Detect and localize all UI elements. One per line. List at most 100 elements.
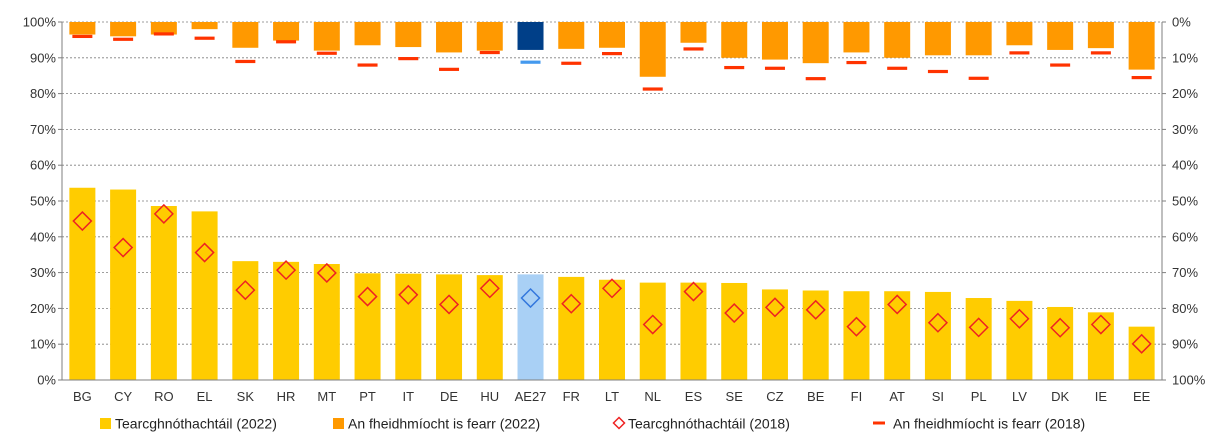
right-tick-label: 0% — [1172, 15, 1191, 30]
right-tick-label: 50% — [1172, 194, 1198, 209]
bar-underachievement-2022-ie — [1087, 312, 1114, 380]
category-label-it: IT — [403, 389, 415, 404]
bar-underachievement-2022-bg — [69, 187, 96, 380]
category-tick-labels: BG CY RO EL SK HR MT PT IT DE HU AE27 FR LT NL ES SE CZ BE… — [73, 389, 1151, 404]
bar-underachievement-2022-es — [680, 282, 707, 380]
left-tick-label: 90% — [30, 50, 56, 65]
left-tick-label: 50% — [30, 194, 56, 209]
bar-underachievement-2022-ro — [150, 206, 177, 380]
bar-top-performance-2022-fi — [843, 22, 870, 53]
bar-underachievement-2022-at — [884, 291, 911, 380]
category-label-ro: RO — [154, 389, 174, 404]
right-axis-tick-labels: 100% 90% 80% 70% 60% 50% 40% 30% 20% 10% 0% — [1172, 15, 1206, 388]
marker-top-performance-2018-be — [805, 77, 826, 81]
bar-underachievement-2022-lt — [599, 279, 625, 380]
category-label-nl: NL — [644, 389, 661, 404]
left-tick-label: 30% — [30, 265, 56, 280]
marker-top-performance-2018-bg — [72, 34, 93, 39]
bar-top-performance-2022-ee — [1128, 22, 1155, 70]
category-label-el: EL — [197, 389, 213, 404]
legend-item-underachievement-2018: Tearcghnóthachtáil (2018) — [612, 416, 790, 432]
bar-top-performance-2022-cy — [110, 22, 137, 37]
bar-top-performance-2022-mt — [313, 22, 340, 51]
marker-underachievement-2018-ro — [153, 203, 174, 224]
marker-underachievement-2018-nl — [642, 314, 663, 335]
legend-item-top-performance-2018: An fheidhmíocht is fearr (2018) — [873, 416, 1085, 432]
left-tick-label: 0% — [37, 373, 56, 388]
category-label-lt: LT — [605, 389, 619, 404]
marker-top-performance-2018-hr — [276, 40, 297, 44]
marker-top-performance-2018-hu — [479, 50, 500, 55]
axes — [61, 22, 1163, 381]
right-tick-label: 70% — [1172, 265, 1198, 280]
bar-top-performance-2022-hr — [273, 22, 300, 41]
top-performance-2022-bars — [69, 22, 1155, 77]
bar-underachievement-2022-se — [721, 282, 748, 380]
category-label-at: AT — [889, 389, 905, 404]
category-label-sk: SK — [237, 389, 255, 404]
marker-top-performance-2018-si — [927, 69, 948, 74]
bar-top-performance-2022-ae27 — [517, 22, 544, 50]
marker-top-performance-2018-se — [724, 65, 745, 70]
marker-underachievement-2018-ae27 — [520, 287, 541, 309]
category-label-ie: IE — [1095, 389, 1108, 404]
marker-top-performance-2018-sk — [235, 59, 256, 64]
bar-top-performance-2022-hu — [476, 22, 503, 51]
legend-label-underachievement-2018: Tearcghnóthachtáil (2018) — [628, 416, 790, 432]
bar-underachievement-2022-cz — [761, 289, 788, 380]
marker-underachievement-2018-pl — [968, 317, 989, 338]
marker-top-performance-2018-ae27 — [520, 60, 541, 64]
left-tick-label: 20% — [30, 301, 56, 316]
left-tick-label: 60% — [30, 158, 56, 173]
category-label-si: SI — [932, 389, 944, 404]
underachievement-2022-bars — [69, 187, 1155, 380]
right-tick-label: 40% — [1172, 158, 1198, 173]
right-tick-label: 20% — [1172, 86, 1198, 101]
marker-top-performance-2018-lt — [602, 52, 622, 56]
category-label-hu: HU — [480, 389, 499, 404]
marker-underachievement-2018-hr — [276, 260, 297, 281]
bar-underachievement-2022-cy — [110, 189, 137, 380]
underachievement-2018-markers — [72, 203, 1152, 354]
category-label-cz: CZ — [766, 389, 783, 404]
category-label-bg: BG — [73, 389, 92, 404]
marker-top-performance-2018-at — [887, 66, 908, 70]
bar-top-performance-2022-pt — [354, 22, 381, 46]
bar-top-performance-2022-it — [395, 22, 422, 48]
category-label-pl: PL — [971, 389, 987, 404]
marker-underachievement-2018-pt — [357, 286, 378, 307]
marker-underachievement-2018-lv — [1009, 308, 1030, 329]
legend-label-underachievement-2022: Tearcghnóthachtáil (2022) — [115, 416, 277, 432]
bar-top-performance-2022-dk — [1047, 22, 1074, 50]
legend-item-top-performance-2022: An fheidhmíocht is fearr (2022) — [333, 416, 540, 432]
marker-underachievement-2018-be — [805, 299, 826, 320]
marker-top-performance-2018-el — [194, 36, 215, 40]
category-label-cy: CY — [114, 389, 132, 404]
right-tick-label: 60% — [1172, 229, 1198, 244]
marker-top-performance-2018-it — [398, 57, 419, 61]
bar-underachievement-2022-pt — [354, 273, 381, 380]
marker-underachievement-2018-at — [887, 294, 908, 315]
marker-underachievement-2018-cy — [113, 237, 134, 258]
right-tick-label: 90% — [1172, 337, 1198, 352]
right-tick-label: 80% — [1172, 301, 1198, 316]
bar-top-performance-2022-nl — [639, 22, 666, 77]
legend-swatch-underachievement-2022 — [100, 418, 111, 429]
marker-top-performance-2018-es — [683, 47, 704, 51]
category-label-hr: HR — [277, 389, 296, 404]
marker-top-performance-2018-ie — [1090, 51, 1111, 55]
legend-dash-icon — [873, 421, 885, 425]
left-tick-label: 40% — [30, 229, 56, 244]
marker-underachievement-2018-el — [194, 242, 215, 263]
category-label-dk: DK — [1051, 389, 1069, 404]
legend-diamond-icon — [612, 416, 626, 430]
left-tick-label: 100% — [23, 15, 57, 30]
legend-label-top-performance-2018: An fheidhmíocht is fearr (2018) — [893, 416, 1085, 432]
bar-underachievement-2022-fr — [558, 276, 585, 380]
marker-top-performance-2018-pl — [968, 76, 989, 80]
legend-swatch-top-performance-2022 — [333, 418, 344, 429]
left-tick-label: 10% — [30, 337, 56, 352]
marker-top-performance-2018-fi — [846, 60, 867, 65]
legend-label-top-performance-2022: An fheidhmíocht is fearr (2022) — [348, 416, 540, 432]
